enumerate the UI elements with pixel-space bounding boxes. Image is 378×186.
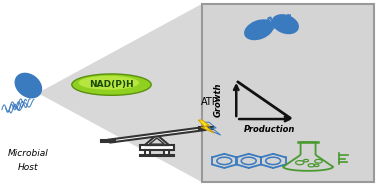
Text: Growth: Growth xyxy=(214,82,223,117)
Bar xyxy=(202,4,374,182)
Polygon shape xyxy=(108,127,205,142)
Text: Microbial: Microbial xyxy=(8,149,49,158)
Bar xyxy=(140,155,174,156)
Bar xyxy=(101,140,115,142)
Text: ATP: ATP xyxy=(201,97,218,107)
Text: Host: Host xyxy=(18,163,39,172)
Bar xyxy=(164,150,169,155)
Ellipse shape xyxy=(72,74,151,95)
Bar xyxy=(199,127,213,129)
Bar xyxy=(140,145,174,150)
Text: NAD(P)H: NAD(P)H xyxy=(89,80,134,89)
Ellipse shape xyxy=(79,76,139,90)
Ellipse shape xyxy=(244,19,274,40)
Ellipse shape xyxy=(272,14,299,34)
Ellipse shape xyxy=(14,73,42,98)
Polygon shape xyxy=(198,120,214,133)
Polygon shape xyxy=(149,138,164,144)
Bar xyxy=(145,150,150,155)
Text: Production: Production xyxy=(244,125,295,134)
Polygon shape xyxy=(38,4,202,182)
Polygon shape xyxy=(145,135,169,145)
